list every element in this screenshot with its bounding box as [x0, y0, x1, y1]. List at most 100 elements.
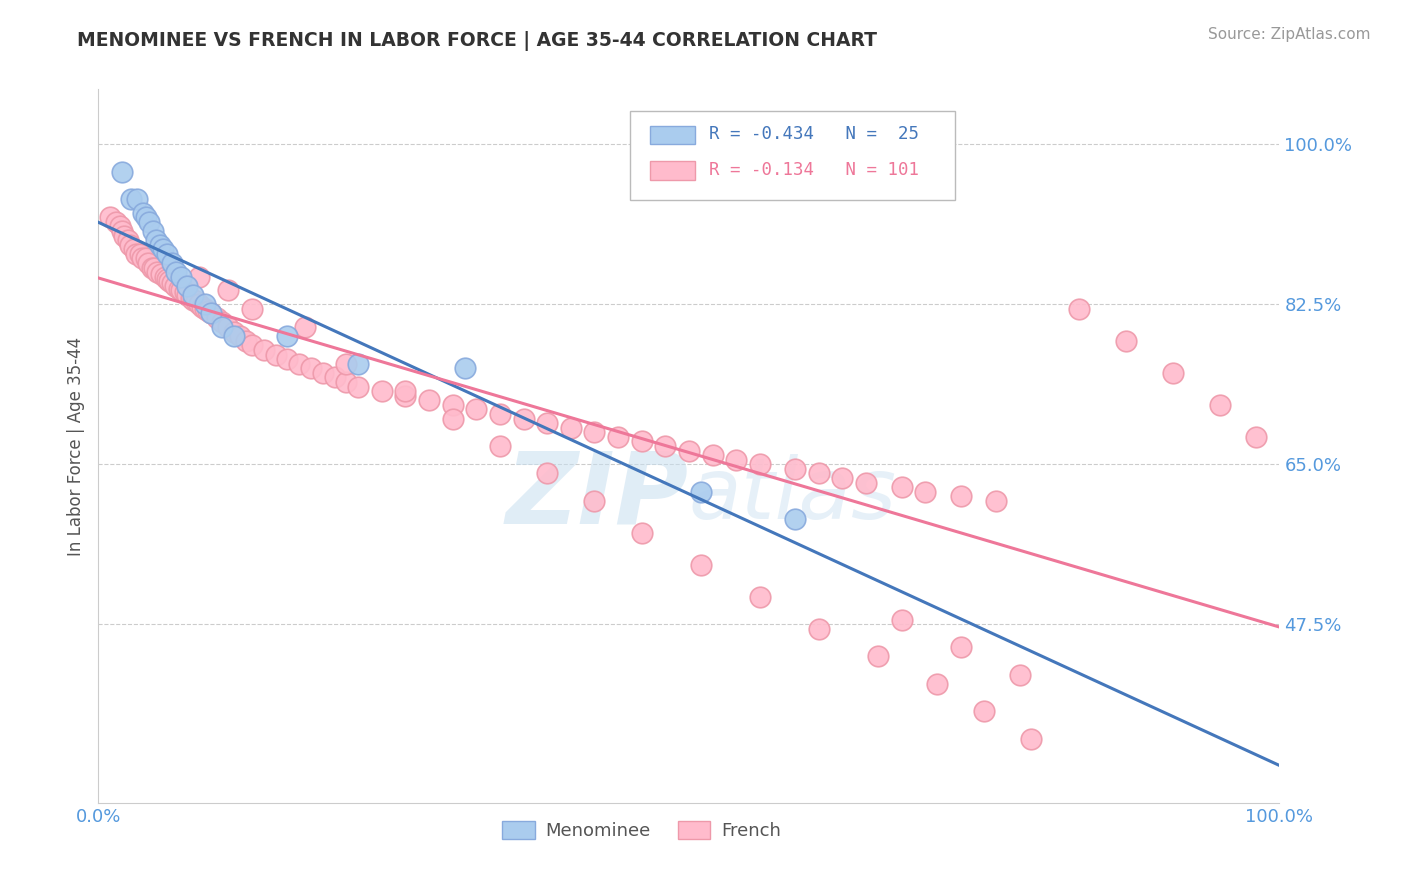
Point: [512, 411, 534, 425]
Point: [725, 452, 748, 467]
Text: MENOMINEE VS FRENCH IN LABOR FORCE | AGE 35-44 CORRELATION CHART: MENOMINEE VS FRENCH IN LABOR FORCE | AGE…: [77, 31, 877, 51]
Point: [149, 237, 172, 252]
Point: [121, 192, 143, 206]
Point: [105, 215, 128, 229]
Y-axis label: In Labor Force | Age 35-44: In Labor Force | Age 35-44: [66, 336, 84, 556]
FancyBboxPatch shape: [630, 111, 955, 200]
Bar: [650, 161, 695, 180]
Point: [111, 224, 134, 238]
Point: [914, 484, 936, 499]
Text: R = -0.134   N = 101: R = -0.134 N = 101: [709, 161, 920, 178]
Point: [132, 205, 155, 219]
Point: [1244, 430, 1267, 444]
Legend: Menominee, French: Menominee, French: [495, 814, 789, 847]
Point: [152, 242, 174, 256]
Point: [180, 291, 202, 305]
Point: [583, 494, 606, 508]
Point: [211, 320, 233, 334]
Text: R = -0.434   N =  25: R = -0.434 N = 25: [709, 125, 920, 143]
Point: [146, 265, 169, 279]
Point: [630, 525, 652, 540]
Point: [186, 294, 208, 309]
Point: [925, 677, 948, 691]
Point: [173, 285, 195, 300]
Point: [112, 228, 135, 243]
Point: [536, 416, 558, 430]
Point: [1067, 301, 1090, 316]
Point: [441, 398, 464, 412]
Point: [224, 329, 246, 343]
Point: [157, 274, 180, 288]
Point: [240, 338, 263, 352]
Point: [145, 233, 167, 247]
Point: [984, 494, 1007, 508]
Point: [583, 425, 606, 440]
Point: [807, 467, 830, 481]
Point: [973, 704, 995, 718]
Point: [138, 215, 160, 229]
Point: [111, 164, 134, 178]
Point: [150, 267, 173, 281]
Point: [630, 434, 652, 449]
Point: [127, 192, 149, 206]
Point: [807, 622, 830, 636]
Point: [176, 288, 198, 302]
Point: [441, 411, 464, 425]
Point: [1008, 667, 1031, 681]
Point: [253, 343, 276, 357]
Point: [748, 458, 770, 472]
Point: [235, 334, 257, 348]
Point: [156, 247, 179, 261]
Point: [187, 297, 209, 311]
Point: [335, 375, 357, 389]
Point: [785, 462, 807, 476]
Point: [949, 489, 972, 503]
Point: [117, 233, 139, 247]
Text: Source: ZipAtlas.com: Source: ZipAtlas.com: [1208, 27, 1371, 42]
Point: [654, 439, 676, 453]
Point: [299, 361, 322, 376]
Point: [465, 402, 488, 417]
Point: [125, 247, 148, 261]
Point: [153, 269, 176, 284]
Point: [176, 279, 198, 293]
Point: [294, 320, 316, 334]
Point: [205, 310, 228, 325]
Point: [197, 303, 219, 318]
Point: [560, 420, 582, 434]
Point: [200, 306, 222, 320]
Point: [866, 649, 889, 664]
Point: [831, 471, 853, 485]
Point: [141, 260, 163, 275]
Point: [890, 480, 912, 494]
Point: [949, 640, 972, 655]
Point: [160, 276, 183, 290]
Point: [187, 269, 209, 284]
Point: [1161, 366, 1184, 380]
Point: [1021, 731, 1043, 746]
Point: [264, 347, 287, 361]
Point: [194, 301, 217, 316]
Point: [191, 300, 214, 314]
Point: [120, 237, 142, 252]
Point: [170, 284, 193, 298]
Point: [170, 269, 193, 284]
Point: [142, 260, 165, 275]
Point: [165, 279, 187, 293]
Point: [347, 379, 370, 393]
Point: [165, 265, 187, 279]
Point: [702, 448, 724, 462]
Point: [890, 613, 912, 627]
Point: [136, 256, 159, 270]
Point: [785, 512, 807, 526]
Point: [371, 384, 394, 398]
Point: [131, 252, 153, 266]
Point: [276, 352, 298, 367]
Point: [312, 366, 335, 380]
Point: [128, 247, 150, 261]
Point: [98, 211, 121, 225]
Point: [217, 320, 239, 334]
Bar: [650, 126, 695, 145]
Point: [229, 329, 252, 343]
Point: [135, 211, 157, 225]
